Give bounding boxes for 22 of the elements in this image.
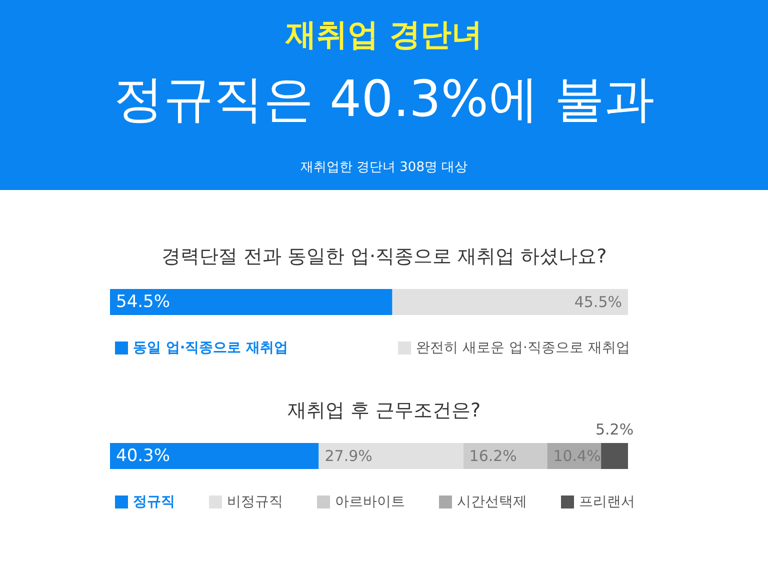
data-label: 40.3% bbox=[116, 446, 170, 466]
bar bbox=[110, 443, 319, 469]
legend-label: 완전히 새로운 업·직종으로 재취업 bbox=[416, 340, 630, 356]
data-label: 16.2% bbox=[469, 447, 517, 465]
data-label: 54.5% bbox=[116, 292, 170, 312]
bar bbox=[601, 443, 628, 469]
chart-title: 재취업 후 근무조건은? bbox=[287, 400, 481, 422]
legend-label: 프리랜서 bbox=[579, 494, 635, 510]
data-label: 5.2% bbox=[595, 420, 634, 438]
data-label: 45.5% bbox=[574, 293, 622, 311]
chart-title: 경력단절 전과 동일한 업·직종으로 재취업 하셨나요? bbox=[161, 246, 607, 268]
legend-label: 동일 업·직종으로 재취업 bbox=[133, 340, 288, 356]
legend-label: 시간선택제 bbox=[457, 494, 527, 510]
text: 정규직은 40.3%에 불과 bbox=[112, 69, 656, 130]
data-label: 27.9% bbox=[324, 447, 372, 465]
bar bbox=[463, 443, 548, 469]
text: 재취업한 경단녀 308명 대상 bbox=[299, 159, 469, 176]
legend-label: 아르바이트 bbox=[335, 494, 405, 510]
legend-label: 비정규직 bbox=[227, 494, 283, 510]
text: 재취업 경단녀 bbox=[284, 16, 484, 55]
bar bbox=[318, 443, 464, 469]
legend-label: 정규직 bbox=[133, 494, 175, 510]
